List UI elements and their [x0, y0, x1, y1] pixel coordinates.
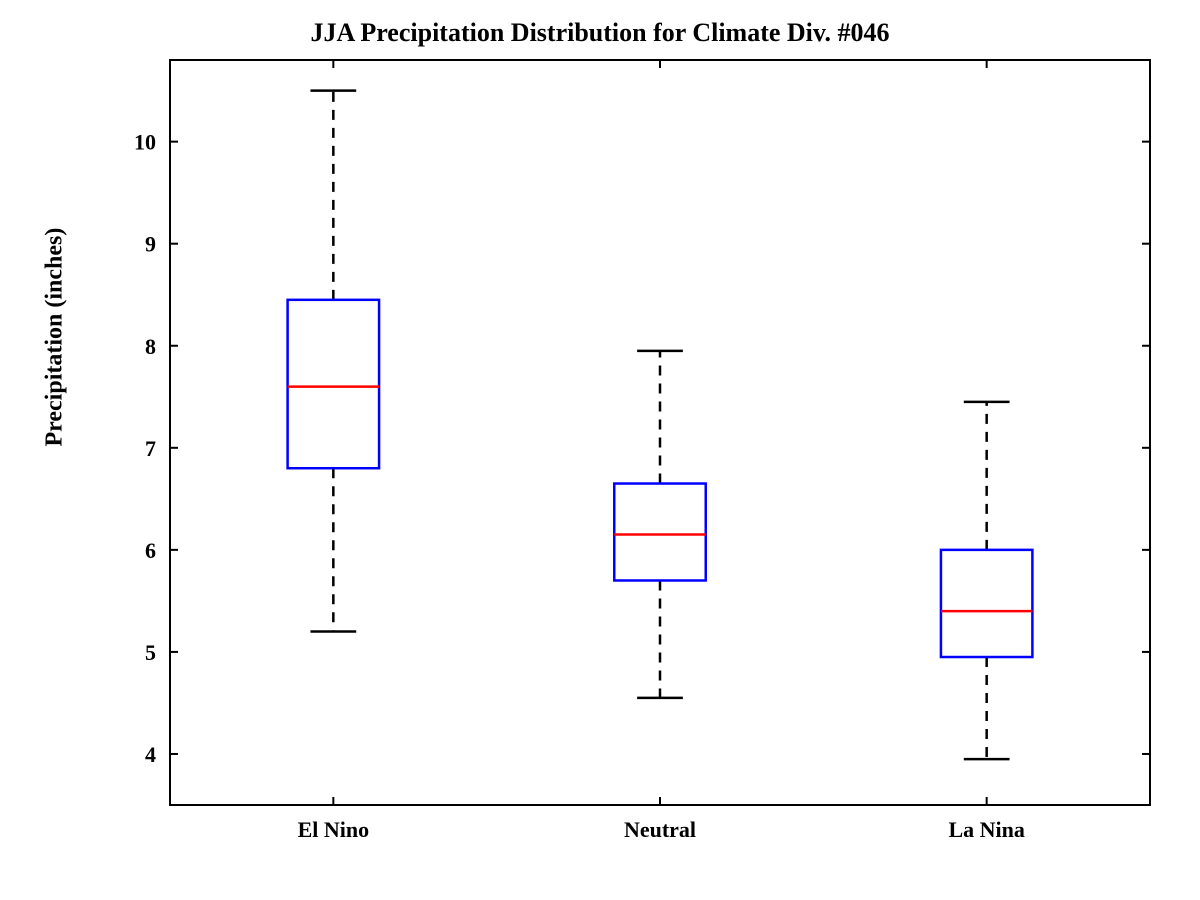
box — [614, 484, 705, 581]
box — [941, 550, 1032, 657]
x-tick-label: El Nino — [298, 817, 370, 842]
box — [288, 300, 379, 468]
x-tick-label: Neutral — [624, 817, 696, 842]
y-tick-label: 8 — [145, 334, 156, 359]
y-tick-label: 9 — [145, 232, 156, 257]
x-tick-label: La Nina — [948, 817, 1024, 842]
y-tick-label: 5 — [145, 640, 156, 665]
y-tick-label: 10 — [134, 130, 156, 155]
y-tick-label: 7 — [145, 436, 156, 461]
boxplot-svg: 4 5 6 7 8 9 10 El Nino Neutral La Nina — [0, 0, 1200, 900]
chart-container: JJA Precipitation Distribution for Clima… — [0, 0, 1200, 900]
y-tick-label: 6 — [145, 538, 156, 563]
y-tick-label: 4 — [145, 742, 156, 767]
